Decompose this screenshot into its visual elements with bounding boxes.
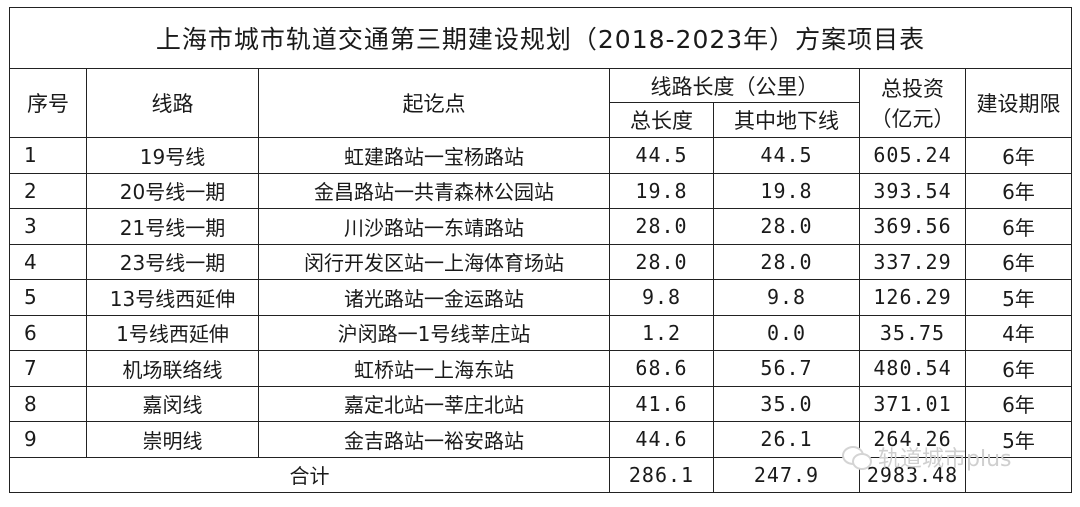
cell-investment: 264.26: [859, 421, 966, 458]
header-seq: 序号: [9, 68, 87, 138]
cell-investment: 337.29: [859, 243, 966, 280]
cell-total-length: 68.6: [609, 350, 714, 387]
cell-endpoints: 金昌路站一共青森林公园站: [258, 172, 610, 209]
header-investment-line2: （亿元）: [870, 107, 955, 131]
cell-period: 6年: [964, 243, 1073, 280]
cell-line: 19号线: [86, 137, 259, 174]
cell-endpoints: 沪闵路一1号线莘庄站: [258, 314, 610, 351]
cell-endpoints: 虹桥站一上海东站: [258, 350, 610, 387]
cell-total-length: 9.8: [609, 279, 714, 316]
total-period: [964, 456, 1073, 493]
header-investment: 总投资 （亿元）: [859, 68, 966, 138]
table-row: 4 23号线一期 闵行开发区站一上海体育场站 28.0 28.0 337.29 …: [9, 243, 1073, 280]
watermark-text: 轨道城市plus: [878, 447, 1012, 472]
cell-endpoints: 金吉路站一裕安路站: [258, 421, 610, 458]
cell-total-length: 19.8: [609, 172, 714, 209]
cell-period: 6年: [964, 137, 1073, 174]
cell-line: 23号线一期: [86, 243, 259, 280]
cell-underground: 26.1: [713, 421, 860, 458]
table-row: 2 20号线一期 金昌路站一共青森林公园站 19.8 19.8 393.54 6…: [9, 172, 1073, 209]
table-row: 1 19号线 虹建路站一宝杨路站 44.5 44.5 605.24 6年: [9, 137, 1073, 174]
total-investment: 2983.48: [859, 456, 966, 493]
total-row: 合计 286.1 247.9 2983.48: [9, 456, 1073, 493]
table-row: 3 21号线一期 川沙路站一东靖路站 28.0 28.0 369.56 6年: [9, 208, 1073, 245]
cell-endpoints: 诸光路站一金运路站: [258, 279, 610, 316]
cell-underground: 44.5: [713, 137, 860, 174]
cell-line: 21号线一期: [86, 208, 259, 245]
cell-seq: 3: [9, 208, 87, 245]
total-label: 合计: [9, 456, 610, 493]
cell-endpoints: 闵行开发区站一上海体育场站: [258, 243, 610, 280]
cell-underground: 9.8: [713, 279, 860, 316]
cell-endpoints: 嘉定北站一莘庄北站: [258, 385, 610, 422]
table-row: 7 机场联络线 虹桥站一上海东站 68.6 56.7 480.54 6年: [9, 350, 1073, 387]
cell-period: 4年: [964, 314, 1073, 351]
cell-period: 5年: [964, 279, 1073, 316]
cell-seq: 9: [9, 421, 87, 458]
cell-total-length: 28.0: [609, 208, 714, 245]
cell-underground: 56.7: [713, 350, 860, 387]
cell-investment: 35.75: [859, 314, 966, 351]
header-total-length: 总长度: [609, 102, 714, 138]
cell-underground: 35.0: [713, 385, 860, 422]
cell-period: 6年: [964, 385, 1073, 422]
cell-seq: 7: [9, 350, 87, 387]
cell-investment: 605.24: [859, 137, 966, 174]
cell-line: 机场联络线: [86, 350, 259, 387]
cell-underground: 19.8: [713, 172, 860, 209]
cell-seq: 6: [9, 314, 87, 351]
header-investment-line1: 总投资: [881, 77, 944, 101]
header-length-group: 线路长度（公里）: [609, 68, 860, 103]
table-row: 9 崇明线 金吉路站一裕安路站 44.6 26.1 264.26 5年: [9, 421, 1073, 458]
cell-underground: 28.0: [713, 208, 860, 245]
cell-line: 1号线西延伸: [86, 314, 259, 351]
total-underground: 247.9: [713, 456, 860, 493]
table-row: 6 1号线西延伸 沪闵路一1号线莘庄站 1.2 0.0 35.75 4年: [9, 314, 1073, 351]
cell-seq: 8: [9, 385, 87, 422]
watermark: 轨道城市plus: [842, 441, 1011, 473]
cell-seq: 4: [9, 243, 87, 280]
table-row: 8 嘉闵线 嘉定北站一莘庄北站 41.6 35.0 371.01 6年: [9, 385, 1073, 422]
cell-line: 嘉闵线: [86, 385, 259, 422]
table-title: 上海市城市轨道交通第三期建设规划（2018-2023年）方案项目表: [8, 7, 1073, 69]
cell-investment: 369.56: [859, 208, 966, 245]
project-table: 上海市城市轨道交通第三期建设规划（2018-2023年）方案项目表 序号 线路 …: [8, 7, 1073, 493]
cell-seq: 5: [9, 279, 87, 316]
cell-endpoints: 虹建路站一宝杨路站: [258, 137, 610, 174]
cell-underground: 0.0: [713, 314, 860, 351]
cell-endpoints: 川沙路站一东靖路站: [258, 208, 610, 245]
cell-period: 6年: [964, 350, 1073, 387]
cell-total-length: 41.6: [609, 385, 714, 422]
header-endpoints: 起讫点: [258, 68, 610, 138]
cell-investment: 480.54: [859, 350, 966, 387]
cell-seq: 2: [9, 172, 87, 209]
cell-total-length: 1.2: [609, 314, 714, 351]
table-row: 5 13号线西延伸 诸光路站一金运路站 9.8 9.8 126.29 5年: [9, 279, 1073, 316]
cell-seq: 1: [9, 137, 87, 174]
total-length: 286.1: [609, 456, 714, 493]
header-line: 线路: [86, 68, 259, 138]
cell-investment: 393.54: [859, 172, 966, 209]
cell-total-length: 44.6: [609, 421, 714, 458]
chat-bubble-icon: [842, 444, 872, 470]
cell-line: 13号线西延伸: [86, 279, 259, 316]
cell-underground: 28.0: [713, 243, 860, 280]
header-underground: 其中地下线: [713, 102, 860, 138]
cell-line: 20号线一期: [86, 172, 259, 209]
project-table-sheet: 上海市城市轨道交通第三期建设规划（2018-2023年）方案项目表 序号 线路 …: [8, 7, 1073, 495]
cell-investment: 126.29: [859, 279, 966, 316]
cell-period: 6年: [964, 208, 1073, 245]
cell-total-length: 44.5: [609, 137, 714, 174]
header-period: 建设期限: [964, 68, 1073, 138]
cell-total-length: 28.0: [609, 243, 714, 280]
cell-investment: 371.01: [859, 385, 966, 422]
cell-line: 崇明线: [86, 421, 259, 458]
cell-period: 6年: [964, 172, 1073, 209]
cell-period: 5年: [964, 421, 1073, 458]
